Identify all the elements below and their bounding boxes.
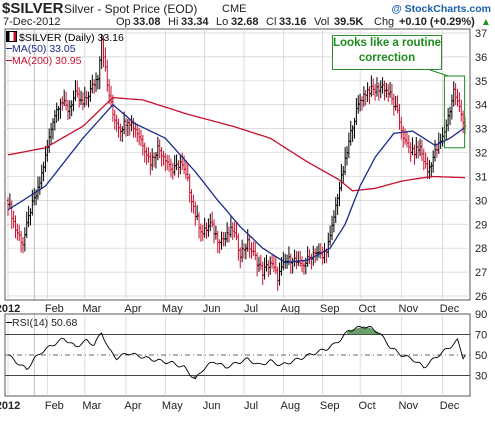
month-label: Mar [82,303,101,315]
volume-value: 39.5K [334,16,364,28]
annotation-pointer [429,69,449,77]
annotation-highlight-box [443,75,466,149]
price-tick-label: 37 [475,28,487,40]
legend-rsi-label: RSI(14) 50.68 [12,317,78,329]
symbol: $SILVER [2,0,64,17]
rsi-month-label: Aug [281,400,301,412]
low-label: Lo [216,16,229,28]
chart-header: $SILVER Silver - Spot Price (EOD) CME @ … [2,0,493,18]
legend-rsi: RSI(14) 50.68 [6,317,77,329]
month-label: Jul [244,303,258,315]
month-label: Sep [320,303,340,315]
month-label: Dec [440,303,460,315]
ma50-line [7,103,466,264]
copyright-text: @ StockCharts.com [391,3,491,15]
rsi-month-label: Feb [45,400,64,412]
price-tick-label: 27 [475,267,487,279]
price-tick-label: 35 [475,76,487,88]
legend-ma50: MA(50) 33.05 [6,43,76,55]
month-label: Apr [124,303,141,315]
exchange: CME [222,3,247,15]
close-label: Cl [266,16,277,28]
rsi-month-label: Jul [244,400,258,412]
chg-label: Chg [374,16,395,28]
price-tick-label: 30 [475,195,487,207]
quote-date: 7-Dec-2012 [3,16,61,28]
change-value: +0.10 (+0.29%) [399,16,475,28]
copyright[interactable]: @ StockCharts.com [391,3,491,15]
rsi-tick-label: 90 [475,309,487,321]
month-label: May [162,303,183,315]
price-panel-frame [4,28,471,301]
low-value: 32.68 [231,16,259,28]
rsi-month-label: Dec [440,400,460,412]
grid [4,28,471,397]
rsi-month-label: 2012 [0,400,20,412]
rsi-line [7,325,466,380]
close-value: 33.16 [279,16,307,28]
rsi-month-label: Nov [399,400,419,412]
rsi-month-label: Oct [359,400,376,412]
axes: 26 27 28 29 30 31 32 33 34 35 36 37 2012 2012 Feb Feb Ma… [0,28,487,412]
rsi-tick-label: 50 [475,350,487,362]
price-tick-label: 29 [475,219,487,231]
price-swatch-icon [6,31,17,42]
month-label: Aug [281,303,301,315]
open-value: 33.08 [133,16,161,28]
ma200-line [7,96,466,192]
price-tick-label: 31 [475,171,487,183]
legend-price-label: $SILVER (Daily) 33.16 [19,32,124,44]
price-tick-label: 28 [475,243,487,255]
up-arrow-icon: ▲ [481,17,491,28]
price-tick-label: 36 [475,52,487,64]
high-value: 33.34 [181,16,209,28]
price-tick-label: 32 [475,148,487,160]
rsi-month-label: Sep [320,400,340,412]
legend-ma50-label: MA(50) 33.05 [12,43,76,55]
price-tick-label: 34 [475,100,487,112]
rsi-tick-label: 30 [475,371,487,383]
annotation-note: Looks like a routine correction [332,35,442,70]
rsi-month-label: Apr [124,400,141,412]
ma50-swatch-icon [6,48,12,49]
rsi-month-label: Mar [82,400,101,412]
month-label: Oct [359,303,376,315]
month-label: Jun [203,303,221,315]
legend-price: $SILVER (Daily) 33.16 [6,31,124,44]
rsi-month-label: May [162,400,183,412]
vol-label: Vol [314,16,330,28]
month-label: Nov [399,303,419,315]
rsi-overbought-fill [347,326,379,335]
high-label: Hi [168,16,179,28]
symbol-description: Silver - Spot Price (EOD) [64,2,198,16]
rsi-month-label: Jun [203,400,221,412]
rsi-swatch-icon [6,322,12,323]
rsi-tick-label: 70 [475,330,487,342]
rsi-panel: 30 50 70 90 [5,309,487,383]
price-tick-label: 26 [475,291,487,303]
ma200-swatch-icon [6,60,12,61]
price-tick-label: 33 [475,124,487,136]
legend-ma200-label: MA(200) 30.95 [12,55,82,67]
month-label: Feb [45,303,64,315]
open-label: Op [116,16,131,28]
legend-ma200: MA(200) 30.95 [6,55,81,67]
month-label: 2012 [0,303,20,315]
